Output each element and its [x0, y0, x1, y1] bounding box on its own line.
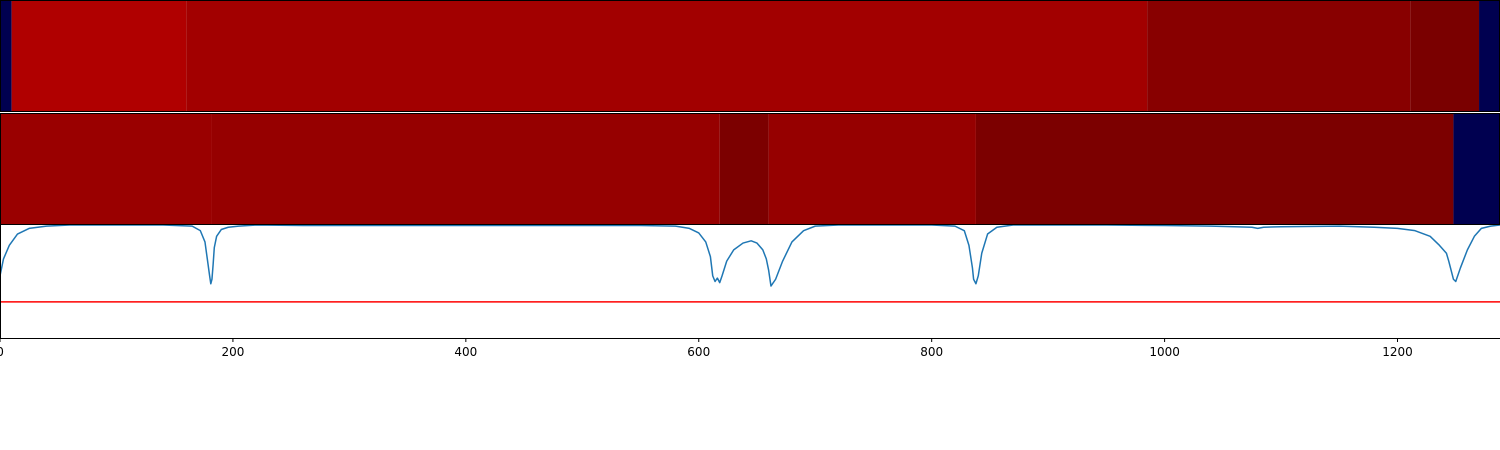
heatmap-cell: [186, 0, 1148, 112]
heatmap-cell: [0, 113, 212, 225]
top-heatmap-panel: [0, 0, 1500, 112]
x-axis: 0 200 400 600 800 1000 1200: [0, 338, 1413, 359]
heatmap-cell: [719, 113, 769, 225]
heatmap-cell: [1410, 0, 1480, 112]
heatmap-cell: [1479, 0, 1500, 112]
line-plot-panel: [0, 225, 1500, 339]
x-tick-label: 1000: [1149, 345, 1180, 359]
x-tick-label: 600: [687, 345, 710, 359]
x-tick-label: 0: [0, 345, 4, 359]
heatmap-cell: [0, 0, 12, 112]
x-tick-label: 200: [221, 345, 244, 359]
heatmap-cell: [1147, 0, 1411, 112]
x-tick-label: 1200: [1382, 345, 1413, 359]
heatmap-cell: [975, 113, 1454, 225]
series-line: [0, 225, 1500, 287]
heatmap-cell: [768, 113, 976, 225]
heatmap-cell: [11, 0, 187, 112]
middle-heatmap-panel: [0, 113, 1500, 225]
x-tick-label: 800: [920, 345, 943, 359]
heatmap-cell: [211, 113, 720, 225]
heatmap-cell: [1453, 113, 1500, 225]
x-tick-label: 400: [454, 345, 477, 359]
